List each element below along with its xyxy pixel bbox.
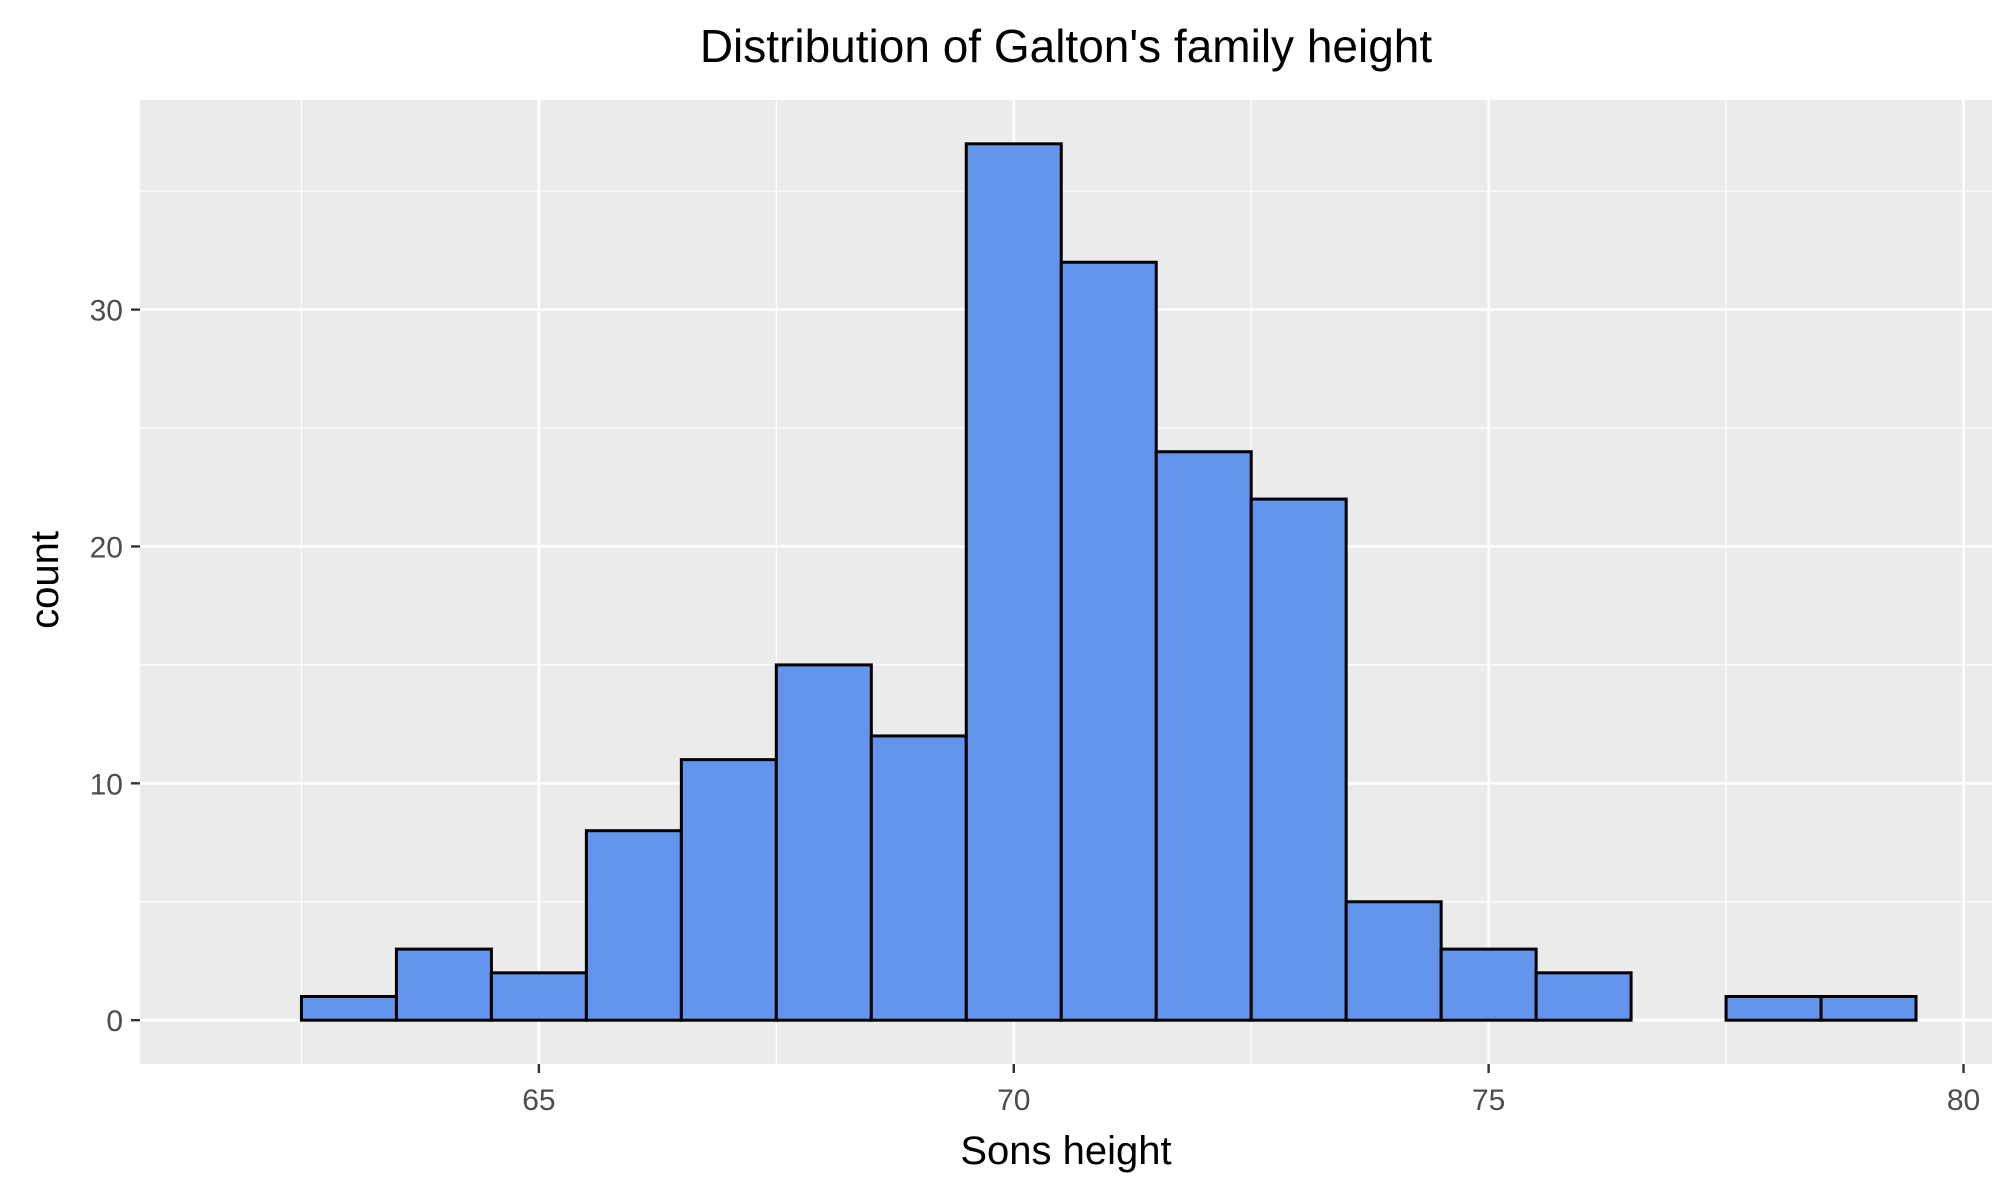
histogram-bar xyxy=(394,947,493,1022)
y-tick-label: 30 xyxy=(90,295,123,328)
histogram-bar xyxy=(774,663,873,1022)
histogram-bar xyxy=(1249,497,1348,1022)
x-axis-title: Sons height xyxy=(960,1129,1171,1173)
histogram-bar xyxy=(1724,994,1823,1022)
histogram-bar xyxy=(489,971,588,1022)
histogram-bar xyxy=(964,142,1063,1022)
histogram-bar xyxy=(1154,450,1253,1022)
histogram-bar xyxy=(299,994,398,1022)
y-tick-label: 0 xyxy=(106,1005,123,1038)
y-tick-label: 10 xyxy=(90,768,123,801)
y-axis-title: count xyxy=(23,531,67,629)
histogram-bar xyxy=(1439,947,1538,1022)
tick-labels: 65 70 75 80 0 10 20 30 xyxy=(90,295,1981,1117)
histogram-bar xyxy=(679,758,778,1022)
histogram-bar xyxy=(584,829,683,1022)
y-tick-label: 20 xyxy=(90,531,123,564)
x-tick-label: 70 xyxy=(997,1084,1030,1117)
histogram-bar xyxy=(1059,260,1158,1022)
axis-ticks xyxy=(131,308,1965,1073)
bars-group xyxy=(299,142,1918,1022)
histogram-bar xyxy=(1534,971,1633,1022)
x-tick-label: 65 xyxy=(522,1084,555,1117)
histogram-bar xyxy=(1819,994,1918,1022)
chart-title: Distribution of Galton's family height xyxy=(700,20,1433,72)
histogram-bar xyxy=(1344,900,1443,1022)
x-tick-label: 80 xyxy=(1947,1084,1980,1117)
x-tick-label: 75 xyxy=(1472,1084,1505,1117)
histogram-bar xyxy=(869,734,968,1022)
